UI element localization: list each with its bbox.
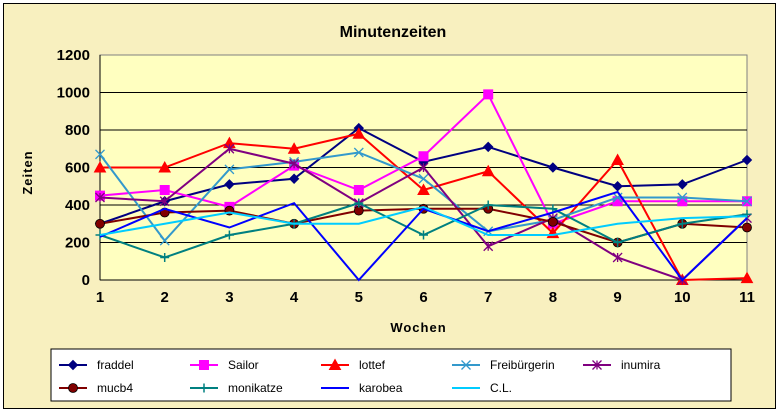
data-point xyxy=(159,235,170,246)
legend-item: fraddel xyxy=(59,358,134,372)
data-point xyxy=(93,160,107,173)
legend-item: lottef xyxy=(321,358,386,372)
x-tick-label: 5 xyxy=(355,289,363,306)
data-point xyxy=(160,253,170,262)
x-tick-label: 6 xyxy=(419,289,427,306)
legend-label: fraddel xyxy=(97,358,134,372)
data-point xyxy=(158,160,172,173)
data-point xyxy=(482,141,494,153)
data-point xyxy=(741,154,753,166)
data-point xyxy=(418,151,429,162)
data-point xyxy=(354,198,364,208)
y-tick-label: 1200 xyxy=(57,47,90,64)
data-point xyxy=(481,164,495,177)
legend-label: mucb4 xyxy=(97,381,133,395)
data-point xyxy=(224,230,234,240)
x-tick-label: 4 xyxy=(290,289,299,306)
legend-label: inumira xyxy=(621,358,661,372)
x-tick-label: 11 xyxy=(739,289,755,306)
data-point xyxy=(483,241,494,252)
y-axis-label: Zeiten xyxy=(20,150,35,194)
legend: fraddel Sailor lottef Freibürgerin inumira mu… xyxy=(50,348,732,402)
data-point xyxy=(224,164,235,175)
legend-marker xyxy=(199,360,209,370)
data-point xyxy=(677,219,687,229)
y-tick-label: 200 xyxy=(65,235,90,252)
y-tick-label: 0 xyxy=(82,272,90,289)
data-point xyxy=(419,230,428,240)
x-tick-label: 2 xyxy=(161,289,169,306)
x-tick-label: 10 xyxy=(674,289,691,306)
line-chart: Minutenzeiten 0 200 400 600 800 1000 1200 1 2 3 4 5… xyxy=(20,24,755,402)
legend-item: inumira xyxy=(583,358,661,372)
data-point xyxy=(288,173,300,184)
plot-area: 0 200 400 600 800 1000 1200 1 2 3 4 5 6 7 8 9 10 11 Wochen… xyxy=(20,47,755,335)
data-point xyxy=(95,218,105,229)
x-tick-label: 8 xyxy=(549,289,557,306)
data-point xyxy=(547,162,559,173)
chart-frame: Minutenzeiten 0 200 400 600 800 1000 1200 1 2 3 4 5… xyxy=(3,3,776,409)
x-tick-label: 3 xyxy=(225,289,233,306)
legend-label: C.L. xyxy=(490,381,512,395)
y-tick-label: 1000 xyxy=(57,85,90,102)
data-point xyxy=(418,162,429,173)
data-point xyxy=(613,238,623,247)
legend-label: lottef xyxy=(359,358,386,372)
data-point xyxy=(483,200,493,210)
data-point xyxy=(353,147,364,158)
legend-label: Sailor xyxy=(228,358,259,372)
data-point xyxy=(289,158,300,169)
legend-box xyxy=(50,348,732,402)
data-point xyxy=(159,185,170,195)
legend-marker xyxy=(592,360,602,370)
legend-label: Freibürgerin xyxy=(490,358,555,372)
y-tick-label: 400 xyxy=(65,197,90,214)
legend-marker xyxy=(68,383,78,393)
data-point xyxy=(677,192,688,203)
legend-marker xyxy=(328,358,342,370)
data-point xyxy=(287,142,301,154)
x-tick-label: 9 xyxy=(613,289,621,306)
data-point xyxy=(352,127,366,139)
data-point xyxy=(95,149,105,160)
data-point xyxy=(742,196,752,207)
legend-marker xyxy=(199,383,209,393)
legend-marker xyxy=(67,359,79,371)
data-point xyxy=(742,209,752,219)
data-point xyxy=(95,192,105,203)
legend-marker xyxy=(461,360,471,370)
legend-item: Sailor xyxy=(190,358,259,372)
legend-item: C.L. xyxy=(452,381,512,395)
data-point xyxy=(740,271,754,284)
legend-item: monikatze xyxy=(190,381,283,395)
data-point xyxy=(742,222,752,233)
data-point xyxy=(612,252,623,263)
data-point xyxy=(483,89,494,100)
legend-label: karobea xyxy=(359,381,403,395)
data-point xyxy=(418,173,429,184)
data-point xyxy=(417,183,430,195)
series-line xyxy=(99,205,748,236)
data-point xyxy=(353,185,364,195)
series-c-l- xyxy=(99,205,748,236)
legend-item: mucb4 xyxy=(59,381,133,395)
data-point xyxy=(224,143,235,154)
data-point xyxy=(548,216,558,227)
legend-item: karobea xyxy=(321,381,403,395)
chart-title: Minutenzeiten xyxy=(340,24,447,41)
y-tick-label: 800 xyxy=(65,122,90,139)
x-tick-label: 7 xyxy=(484,289,492,306)
data-point xyxy=(677,179,688,190)
legend-label: monikatze xyxy=(228,381,283,395)
legend-item: Freibürgerin xyxy=(452,358,555,372)
x-axis-label: Wochen xyxy=(390,320,446,335)
x-tick-label: 1 xyxy=(96,289,104,306)
data-point xyxy=(611,153,624,165)
y-tick-label: 600 xyxy=(65,160,90,177)
data-point xyxy=(159,196,170,207)
data-point xyxy=(612,181,623,192)
data-point xyxy=(224,179,235,190)
